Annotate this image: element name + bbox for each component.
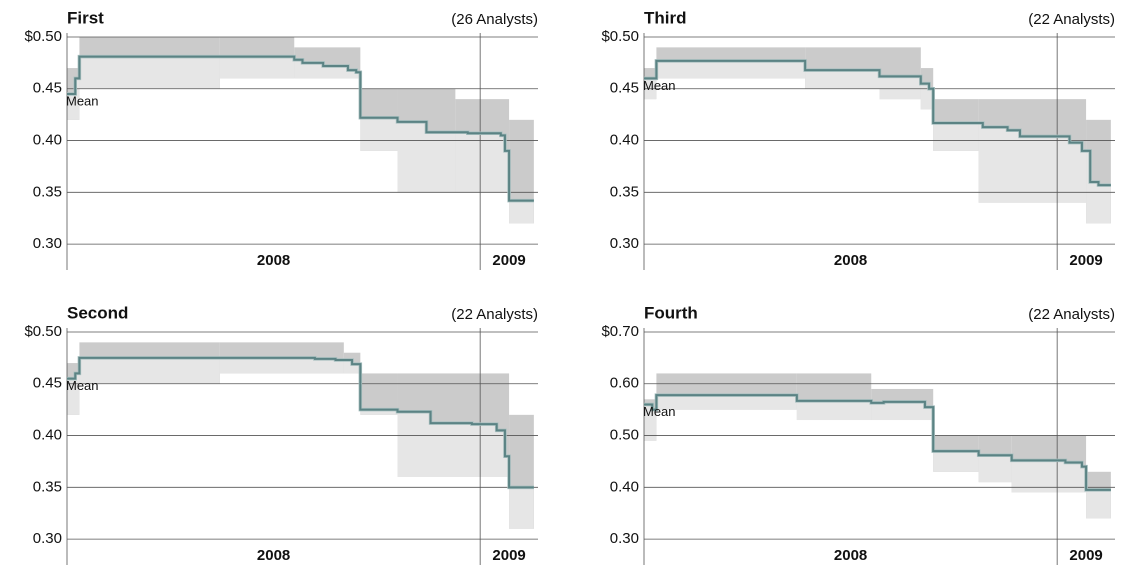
x-tick-label: 2008 — [834, 547, 867, 564]
mean-label: Mean — [66, 93, 99, 108]
y-tick-label: 0.60 — [610, 375, 639, 392]
panel-title: Third — [644, 8, 687, 27]
y-tick-label: 0.45 — [33, 80, 62, 97]
x-tick-label: 2008 — [257, 252, 290, 269]
panel: First (26 Analysts) 0.30 0.35 0.40 0.45 $0.50 2… — [24, 8, 538, 270]
y-tick-label: 0.40 — [610, 478, 639, 495]
range-band-low — [656, 395, 797, 410]
panel-subtitle: (22 Analysts) — [1028, 306, 1115, 323]
x-tick-label: 2009 — [492, 547, 525, 564]
range-band-low — [656, 60, 806, 79]
y-tick-label: 0.30 — [33, 235, 62, 252]
panel: Second (22 Analysts) 0.30 0.35 0.40 0.45 $0.50… — [24, 303, 538, 565]
y-tick-label: 0.45 — [610, 80, 639, 97]
mean-label: Mean — [66, 378, 99, 393]
y-tick-label: 0.50 — [610, 427, 639, 444]
y-tick-label: 0.30 — [33, 530, 62, 547]
y-tick-label: $0.50 — [24, 323, 62, 340]
y-tick-label: $0.70 — [601, 323, 639, 340]
panel-title: First — [67, 8, 104, 27]
panel: Third (22 Analysts) 0.30 0.35 0.40 0.45 $0.50 2… — [601, 8, 1115, 270]
mean-line — [67, 356, 534, 489]
panel-title: Fourth — [644, 303, 698, 322]
x-tick-label: 2008 — [257, 547, 290, 564]
x-tick-label: 2009 — [492, 252, 525, 269]
y-tick-label: 0.30 — [610, 530, 639, 547]
mean-line — [644, 59, 1111, 187]
y-tick-label: 0.40 — [33, 427, 62, 444]
range-band-low — [219, 357, 344, 374]
y-tick-label: 0.35 — [610, 183, 639, 200]
panel-title: Second — [67, 303, 128, 322]
mean-label: Mean — [643, 404, 676, 419]
y-tick-label: $0.50 — [601, 28, 639, 45]
y-tick-label: 0.40 — [33, 132, 62, 149]
x-tick-label: 2009 — [1069, 252, 1102, 269]
mean-line — [644, 394, 1111, 491]
y-tick-label: 0.35 — [33, 478, 62, 495]
panel-subtitle: (22 Analysts) — [451, 306, 538, 323]
y-tick-label: 0.45 — [33, 375, 62, 392]
range-band-low — [79, 357, 220, 384]
y-tick-label: $0.50 — [24, 28, 62, 45]
y-tick-label: 0.40 — [610, 132, 639, 149]
panel-subtitle: (22 Analysts) — [1028, 11, 1115, 28]
range-band-low — [79, 56, 220, 89]
mean-line — [67, 55, 534, 202]
x-tick-label: 2009 — [1069, 547, 1102, 564]
panel-subtitle: (26 Analysts) — [451, 11, 538, 28]
x-tick-label: 2008 — [834, 252, 867, 269]
y-tick-label: 0.30 — [610, 235, 639, 252]
mean-label: Mean — [643, 78, 676, 93]
y-tick-label: 0.35 — [33, 183, 62, 200]
range-band-low — [219, 56, 295, 79]
